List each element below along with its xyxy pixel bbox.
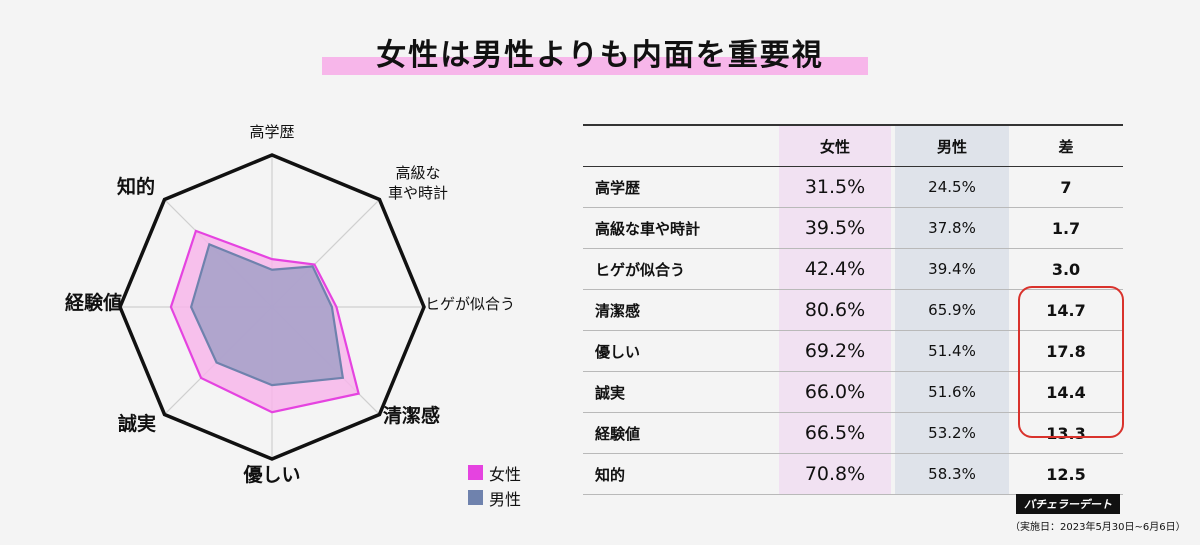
cell-female: 66.5% — [779, 413, 891, 453]
legend: 女性 男性 — [468, 460, 521, 510]
axis-label-line: ヒゲが似合う — [425, 295, 515, 313]
table-row: 高学歴 31.5% 24.5% 7 — [583, 167, 1123, 208]
axis-label: 知的 — [117, 175, 155, 198]
table-row: 誠実 66.0% 51.6% 14.4 — [583, 372, 1123, 413]
header-female: 女性 — [779, 126, 891, 166]
axis-label-line: 清潔感 — [383, 404, 440, 427]
cell-diff: 14.4 — [1046, 382, 1086, 402]
cell-male: 58.3% — [895, 454, 1009, 494]
cell-female: 31.5% — [779, 167, 891, 207]
axis-label: 高学歴 — [249, 123, 294, 141]
legend-swatch-female — [468, 465, 483, 480]
row-label: 高級な車や時計 — [595, 219, 701, 238]
legend-item-female: 女性 — [468, 460, 521, 485]
table-row: 清潔感 80.6% 65.9% 14.7 — [583, 290, 1123, 331]
cell-male: 37.8% — [895, 208, 1009, 248]
axis-label: 経験値 — [65, 291, 122, 314]
axis-label-line: 誠実 — [118, 412, 156, 435]
cell-diff: 3.0 — [1051, 259, 1081, 279]
table-row: 優しい 69.2% 51.4% 17.8 — [583, 331, 1123, 372]
cell-male: 65.9% — [895, 290, 1009, 330]
cell-diff: 12.5 — [1046, 464, 1086, 484]
page-title: 女性は男性よりも内面を重要視 — [376, 38, 824, 73]
cell-female: 66.0% — [779, 372, 891, 412]
table-header-row: 女性 男性 差 — [583, 124, 1123, 167]
cell-female: 39.5% — [779, 208, 891, 248]
data-table: 女性 男性 差 高学歴 31.5% 24.5% 7 高級な車や時計 39.5% 37.8% 1… — [583, 124, 1123, 495]
title-highlight — [322, 57, 868, 75]
table-row: 知的 70.8% 58.3% 12.5 — [583, 454, 1123, 495]
axis-label-line: 経験値 — [65, 291, 122, 314]
cell-male: 51.4% — [895, 331, 1009, 371]
cell-female: 80.6% — [779, 290, 891, 330]
axis-label-line: 知的 — [117, 175, 155, 198]
table-row: 高級な車や時計 39.5% 37.8% 1.7 — [583, 208, 1123, 249]
brand-logo: バチェラーデート — [1016, 494, 1120, 514]
axis-label-line: 高級な — [395, 164, 440, 182]
cell-diff: 7 — [1060, 177, 1072, 197]
cell-female: 42.4% — [779, 249, 891, 289]
cell-male: 51.6% — [895, 372, 1009, 412]
series-male-polygon — [189, 242, 345, 387]
radar-outer-frame — [118, 153, 426, 461]
axis-label-line: 車や時計 — [388, 184, 448, 202]
axis-label: 清潔感 — [383, 404, 440, 427]
table-body: 高学歴 31.5% 24.5% 7 高級な車や時計 39.5% 37.8% 1.7 ヒゲが似合う… — [583, 167, 1123, 495]
cell-female: 69.2% — [779, 331, 891, 371]
row-label: 優しい — [595, 342, 641, 361]
axis-label-line: 高学歴 — [249, 123, 294, 141]
cell-male: 24.5% — [895, 167, 1009, 207]
cell-male: 53.2% — [895, 413, 1009, 453]
legend-label-male: 男性 — [489, 489, 522, 509]
axis-label: 誠実 — [118, 412, 156, 435]
legend-swatch-male — [468, 490, 483, 505]
cell-diff: 1.7 — [1051, 218, 1081, 238]
axis-label: ヒゲが似合う — [425, 295, 515, 313]
row-label: ヒゲが似合う — [595, 260, 686, 279]
row-label: 高学歴 — [595, 178, 641, 197]
survey-date-note: （実施日：2023年5月30日~6月6日） — [1010, 522, 1186, 533]
row-label: 経験値 — [595, 424, 641, 443]
axis-label: 優しい — [242, 463, 300, 486]
legend-item-male: 男性 — [468, 485, 521, 510]
legend-label-female: 女性 — [489, 464, 522, 484]
row-label: 清潔感 — [595, 301, 641, 320]
cell-diff: 17.8 — [1046, 341, 1086, 361]
title-wrap: 女性は男性よりも内面を重要視 — [0, 30, 1200, 74]
row-label: 誠実 — [595, 383, 626, 402]
table-row: 経験値 66.5% 53.2% 13.3 — [583, 413, 1123, 454]
cell-female: 70.8% — [779, 454, 891, 494]
row-label: 知的 — [595, 465, 626, 484]
highlight-box — [1018, 286, 1124, 438]
header-male: 男性 — [895, 126, 1009, 166]
table-row: ヒゲが似合う 42.4% 39.4% 3.0 — [583, 249, 1123, 290]
axis-label-line: 優しい — [242, 463, 300, 486]
cell-male: 39.4% — [895, 249, 1009, 289]
cell-diff: 14.7 — [1046, 300, 1086, 320]
header-diff: 差 — [1058, 137, 1074, 156]
axis-label: 高級な車や時計 — [388, 164, 448, 202]
